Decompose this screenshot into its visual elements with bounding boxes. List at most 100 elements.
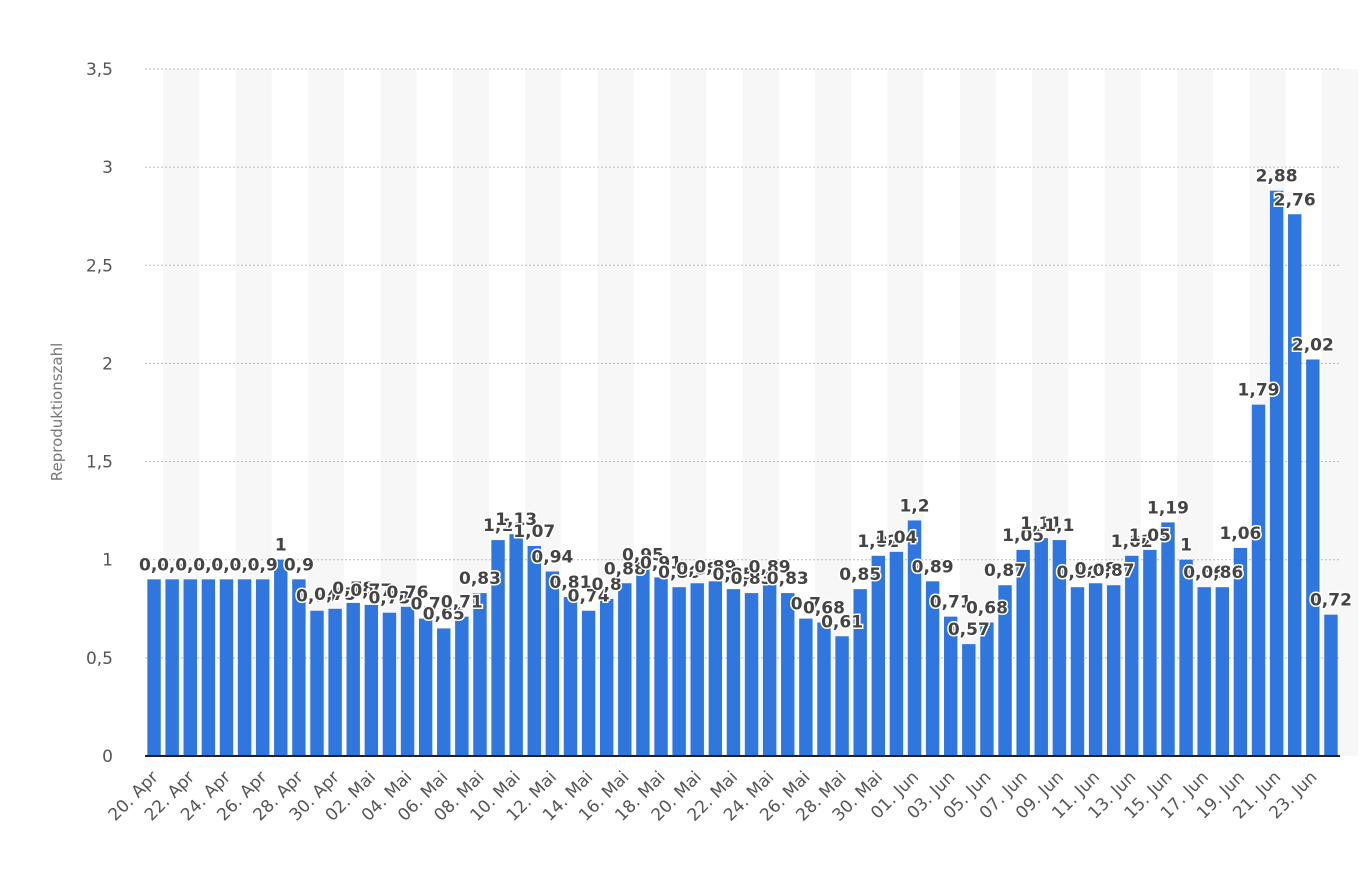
- bar: [744, 593, 759, 756]
- value-label: 2,88: [1256, 167, 1298, 187]
- bar: [473, 593, 487, 756]
- value-label: 0,76: [387, 583, 429, 603]
- value-label: 0,83: [459, 569, 501, 589]
- bar: [1288, 214, 1302, 756]
- bar: [726, 589, 741, 756]
- value-label: 0,9: [175, 555, 205, 575]
- value-label: 0,7: [791, 595, 821, 615]
- value-label: 0,83: [731, 569, 773, 589]
- bar: [962, 644, 976, 756]
- value-label: 0,9: [248, 555, 278, 575]
- bar: [835, 636, 849, 756]
- y-tick-label: 3,5: [86, 60, 113, 80]
- bar: [147, 579, 161, 756]
- y-tick-label: 1: [102, 551, 113, 571]
- bar: [274, 559, 288, 756]
- value-label: 0,89: [912, 557, 954, 577]
- value-label: 0,9: [284, 555, 314, 575]
- value-label: 0,75: [314, 585, 356, 605]
- bar: [618, 583, 632, 756]
- value-label: 0,68: [803, 599, 845, 619]
- value-label: 0,9: [193, 555, 223, 575]
- value-label: 0,86: [1201, 563, 1243, 583]
- bar: [581, 610, 596, 756]
- bar: [1161, 522, 1175, 756]
- value-label: 0,65: [423, 604, 465, 624]
- value-label: 2,76: [1274, 190, 1316, 210]
- bar: [400, 606, 415, 756]
- bar: [382, 612, 397, 756]
- value-label: 1,02: [1111, 532, 1153, 552]
- bar: [1215, 587, 1230, 756]
- value-label: 1,1: [483, 516, 513, 536]
- value-label: 0,86: [1183, 563, 1225, 583]
- y-tick-label: 2,5: [86, 256, 113, 276]
- bar: [328, 608, 342, 756]
- bar: [509, 534, 523, 756]
- bar: [1070, 587, 1085, 756]
- bar: [255, 579, 270, 756]
- value-label: 0,89: [694, 557, 736, 577]
- bar: [237, 579, 252, 756]
- bar: [889, 551, 904, 756]
- bar: [292, 579, 306, 756]
- value-label: 0,88: [676, 559, 718, 579]
- bar: [654, 577, 668, 756]
- value-label: 1: [275, 536, 287, 556]
- bar: [690, 583, 704, 756]
- y-tick-label: 3: [102, 158, 113, 178]
- value-label: 1,05: [1129, 526, 1171, 546]
- y-tick-label: 2: [102, 354, 113, 374]
- bar: [708, 581, 723, 756]
- bar: [437, 628, 451, 756]
- value-label: 0,91: [640, 553, 682, 573]
- value-label: 1,05: [1002, 526, 1044, 546]
- value-label: 0,94: [531, 547, 573, 567]
- value-label: 0,86: [658, 563, 700, 583]
- bar: [545, 571, 560, 756]
- bar: [907, 520, 922, 756]
- value-label: 2,02: [1292, 336, 1334, 356]
- value-label: 0,8: [592, 575, 622, 595]
- bar: [1306, 359, 1320, 756]
- value-label: 0,57: [948, 620, 990, 640]
- bar: [1197, 587, 1211, 756]
- value-label: 0,71: [441, 593, 483, 613]
- value-label: 0,68: [966, 599, 1008, 619]
- bar: [346, 602, 360, 756]
- y-tick-label: 0,5: [86, 649, 113, 669]
- value-label: 0,9: [230, 555, 260, 575]
- bar: [998, 585, 1012, 756]
- value-label: 0,77: [350, 581, 392, 601]
- bar: [853, 589, 867, 756]
- value-label: 0,9: [211, 555, 241, 575]
- value-label: 0,7: [411, 595, 441, 615]
- bar: [980, 622, 994, 756]
- value-label: 1,06: [1219, 524, 1261, 544]
- value-label: 0,86: [1056, 563, 1098, 583]
- value-label: 0,78: [332, 579, 374, 599]
- bar: [925, 581, 940, 756]
- bar: [1106, 585, 1121, 756]
- bar: [1052, 540, 1067, 756]
- bar: [1125, 555, 1139, 756]
- bar: [1034, 538, 1048, 756]
- value-label: 1,13: [495, 510, 537, 530]
- value-label: 0,74: [296, 587, 338, 607]
- value-label: 1,19: [1147, 498, 1189, 518]
- value-label: 0,73: [368, 589, 410, 609]
- value-label: 0,9: [139, 555, 169, 575]
- value-label: 0,89: [749, 557, 791, 577]
- value-label: 1,07: [513, 522, 555, 542]
- value-label: 0,87: [984, 561, 1026, 581]
- value-label: 0,9: [157, 555, 187, 575]
- bar: [636, 569, 650, 756]
- value-label: 1,11: [1020, 514, 1062, 534]
- bar: [455, 616, 469, 756]
- bar: [1088, 583, 1103, 756]
- bar: [563, 597, 578, 756]
- value-label: 1,79: [1238, 381, 1280, 401]
- bar: [1143, 549, 1157, 756]
- y-axis-label: Reproduktionszahl: [48, 343, 66, 482]
